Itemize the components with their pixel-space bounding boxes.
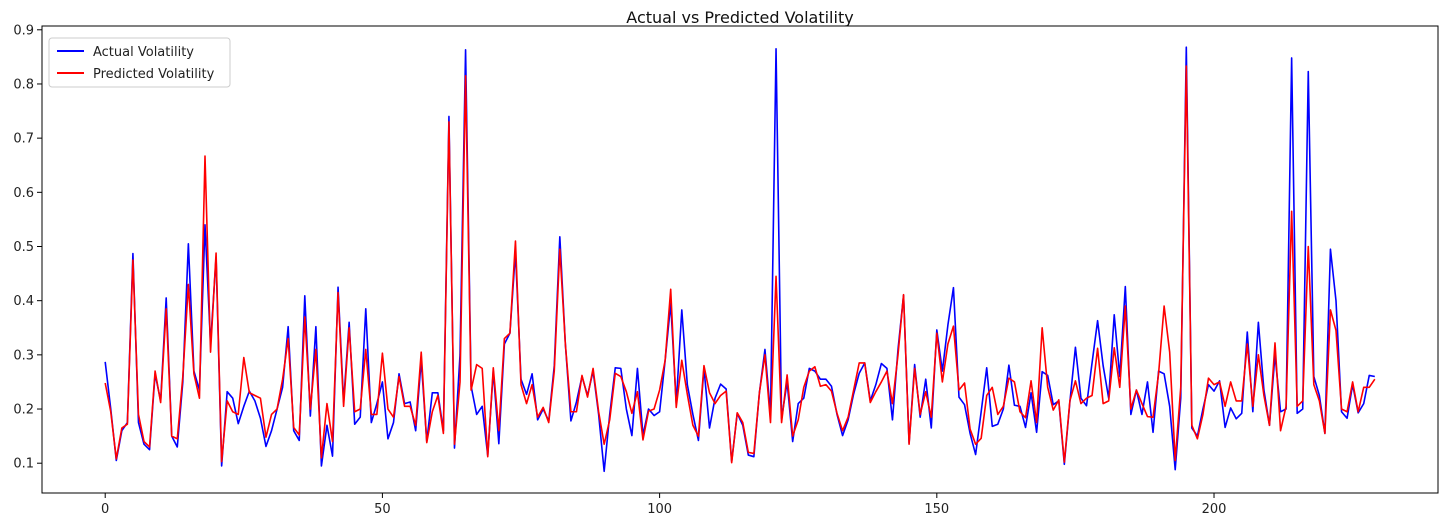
legend-box xyxy=(48,37,231,88)
x-tick-label: 200 xyxy=(1202,502,1227,517)
legend: Actual Volatility Predicted Volatility xyxy=(48,37,231,88)
y-tick-label: 0.9 xyxy=(13,23,34,38)
y-tick-label: 0.1 xyxy=(13,457,34,472)
y-tick-label: 0.7 xyxy=(13,132,34,147)
plot-frame xyxy=(41,25,1439,494)
y-axis: 0.1 0.2 0.3 0.4 0.5 0.6 0.7 0.8 0.9 xyxy=(13,23,42,472)
y-tick-label: 0.2 xyxy=(13,403,34,418)
y-tick-label: 0.3 xyxy=(13,348,34,363)
x-tick-label: 100 xyxy=(647,502,672,517)
y-tick-label: 0.4 xyxy=(13,294,34,309)
legend-label-predicted: Predicted Volatility xyxy=(93,67,215,82)
chart-title: Actual vs Predicted Volatility xyxy=(626,8,853,27)
y-tick-label: 0.8 xyxy=(13,77,34,92)
x-tick-label: 50 xyxy=(374,502,391,517)
x-tick-label: 0 xyxy=(101,502,109,517)
x-axis: 0 50 100 150 200 xyxy=(101,493,1226,517)
actual-volatility-line xyxy=(104,46,1375,473)
series-layer xyxy=(104,46,1376,473)
y-tick-label: 0.5 xyxy=(13,240,34,255)
predicted-volatility-line xyxy=(104,65,1376,464)
legend-label-actual: Actual Volatility xyxy=(93,45,194,60)
y-tick-label: 0.6 xyxy=(13,186,34,201)
x-tick-label: 150 xyxy=(924,502,949,517)
